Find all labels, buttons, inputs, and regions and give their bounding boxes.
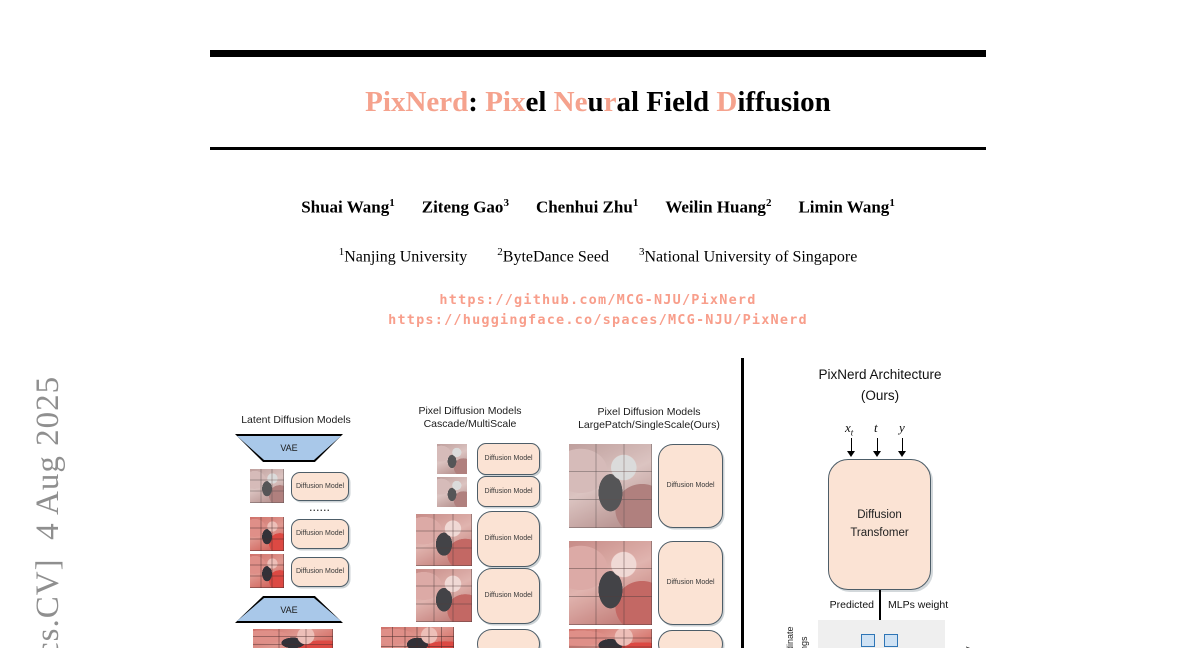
author: Chenhui Zhu1 [535, 197, 639, 217]
vae-encoder: VAE [235, 434, 343, 462]
title-segment: Ne [553, 86, 588, 118]
diffusion-model-box: Diffusion Model [477, 511, 540, 567]
flamingo-image [381, 627, 454, 648]
figure-divider [741, 358, 744, 648]
input-y-label: y [899, 420, 905, 435]
coordinate-label-fragment: dinate [785, 626, 795, 648]
flamingo-image [250, 554, 284, 588]
flamingo-image [569, 444, 652, 528]
author: Limin Wang1 [798, 197, 895, 217]
latent-column-title: Latent Diffusion Models [241, 414, 351, 426]
input-xt-label: xt [845, 420, 854, 438]
title-segment: : [468, 86, 486, 118]
mlps-weight-label: MLPs weight [888, 599, 949, 611]
title-segment: D [716, 86, 738, 118]
diffusion-model-box: Diffusion Model [477, 568, 540, 624]
author-list: Shuai Wang1 Ziteng Gao3 Chenhui Zhu1 Wei… [110, 197, 1086, 218]
flamingo-image [250, 517, 284, 551]
diffusion-model-box [658, 630, 723, 648]
architecture-title: PixNerd Architecture (Ours) [818, 367, 942, 403]
diffusion-model-box: Diffusion Model [477, 476, 540, 507]
title-segment: al Field [616, 86, 717, 118]
flamingo-image [437, 477, 467, 507]
flamingo-image [416, 514, 472, 566]
affiliation: 2ByteDance Seed [497, 246, 609, 266]
diffusion-model-box: Diffusion Model [658, 541, 723, 625]
project-links: https://github.com/MCG-NJU/PixNerd https… [110, 290, 1086, 331]
largepatch-column-title: Pixel Diffusion Models LargePatch/Single… [578, 406, 720, 432]
title-segment: u [587, 86, 604, 118]
neural-field-panel [818, 620, 945, 648]
mlp-layer-rect [861, 634, 875, 647]
github-link[interactable]: https://github.com/MCG-NJU/PixNerd [439, 292, 757, 308]
affiliation: 1Nanjing University [338, 246, 468, 266]
vae-decoder: VAE [235, 596, 343, 623]
diffusion-transformer-box: Diffusion Transfomer [828, 459, 931, 590]
flamingo-image [569, 541, 652, 625]
input-t-label: t [874, 420, 878, 435]
paper-title: PixNerd: Pixel Neural Field Diffusion [210, 86, 986, 119]
flamingo-image [253, 629, 333, 648]
title-segment: r [603, 86, 617, 118]
diffusion-model-box: Diffusion Model [658, 444, 723, 528]
cascade-column-title: Pixel Diffusion Models Cascade/MultiScal… [418, 405, 522, 431]
arxiv-stamp: cs.CV] 4 Aug 2025 [30, 375, 66, 648]
flamingo-image [250, 469, 284, 503]
title-segment: el [525, 86, 554, 118]
predicted-label: Predicted [829, 599, 874, 611]
mlp-layer-rect [884, 634, 898, 647]
author: Shuai Wang1 [301, 197, 395, 217]
ellipsis-dots: ...... [309, 503, 331, 513]
diffusion-model-box: Diffusion Model [291, 472, 349, 501]
title-segment: Pix [485, 86, 526, 118]
diffusion-model-box [477, 629, 540, 648]
title-segment: PixNerd [365, 86, 469, 118]
flamingo-image [569, 629, 652, 648]
affiliation: 3National University of Singapore [638, 246, 858, 266]
top-rule [210, 50, 986, 57]
affiliation-list: 1Nanjing University 2ByteDance Seed 3Nat… [110, 246, 1086, 266]
diffusion-model-box: Diffusion Model [291, 519, 349, 549]
coordinate-label-fragment: ngs [799, 636, 809, 648]
author: Ziteng Gao3 [421, 197, 509, 217]
diffusion-model-box: Diffusion Model [291, 557, 349, 587]
diffusion-model-box: Diffusion Model [477, 443, 540, 475]
title-segment: iffusion [737, 86, 831, 118]
flamingo-image [437, 444, 467, 474]
author: Weilin Huang2 [665, 197, 772, 217]
weights-stem-line [879, 590, 881, 630]
huggingface-link[interactable]: https://huggingface.co/spaces/MCG-NJU/Pi… [388, 312, 808, 329]
flamingo-image [416, 569, 472, 622]
title-rule [210, 147, 986, 150]
